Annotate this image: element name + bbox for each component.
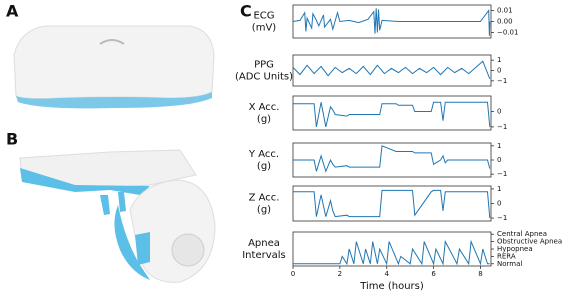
y-axis-label: Y Acc. — [248, 149, 279, 160]
y-axis-label: (g) — [257, 114, 271, 125]
device-photo-b — [19, 149, 216, 283]
y-axis-label: (g) — [257, 161, 271, 172]
y-tick-label: −1 — [497, 170, 507, 178]
trace — [293, 239, 490, 266]
y-tick-label: 1 — [497, 142, 501, 150]
trace — [293, 101, 491, 128]
y-tick-label: 0 — [497, 156, 501, 164]
y-axis-label: ECG — [253, 11, 274, 22]
y-axis-label: (ADC Units) — [235, 72, 293, 83]
y-axis-label: Z Acc. — [249, 193, 280, 204]
panel-label: C — [240, 2, 252, 21]
y-axis-label: X Acc. — [249, 102, 280, 113]
y-tick-label: 0.00 — [497, 18, 513, 26]
panel-frame — [292, 54, 492, 87]
y-tick-label: 0 — [497, 67, 501, 75]
y-tick-label: −1 — [497, 123, 507, 131]
y-axis-label: (mV) — [252, 23, 276, 34]
x-axis-label: Time (hours) — [359, 281, 424, 292]
y-axis-label: PPG — [254, 60, 274, 71]
panel-label: B — [6, 130, 18, 149]
y-tick-label: Normal — [497, 260, 522, 268]
panel-label: A — [6, 2, 19, 21]
trace — [293, 189, 491, 219]
y-tick-label: 0 — [497, 200, 501, 208]
y-tick-label: −1 — [497, 214, 507, 222]
y-tick-label: 1 — [497, 185, 501, 193]
trace — [292, 8, 491, 36]
y-tick-label: −1 — [497, 77, 507, 85]
x-tick-label: 8 — [478, 270, 482, 278]
y-tick-label: 0.01 — [497, 7, 513, 15]
x-tick-label: 2 — [338, 270, 342, 278]
device-photo-a — [13, 25, 215, 109]
y-tick-label: 0 — [497, 107, 501, 115]
y-tick-label: RERA — [497, 252, 516, 260]
x-tick-label: 0 — [291, 270, 295, 278]
trace — [293, 145, 491, 173]
panel-frame — [292, 95, 492, 131]
trace — [292, 60, 491, 79]
x-tick-label: 4 — [384, 270, 389, 278]
y-tick-label: Hypopnea — [497, 245, 533, 253]
x-tick-label: 6 — [431, 270, 436, 278]
y-tick-label: Central Apnea — [497, 230, 547, 238]
y-tick-label: Obstructive Apnea — [497, 238, 562, 246]
y-axis-label: Intervals — [242, 250, 286, 261]
y-tick-label: −0.01 — [497, 29, 518, 37]
y-axis-label: Apnea — [248, 238, 280, 249]
y-tick-label: 1 — [497, 56, 501, 64]
y-axis-label: (g) — [257, 205, 271, 216]
